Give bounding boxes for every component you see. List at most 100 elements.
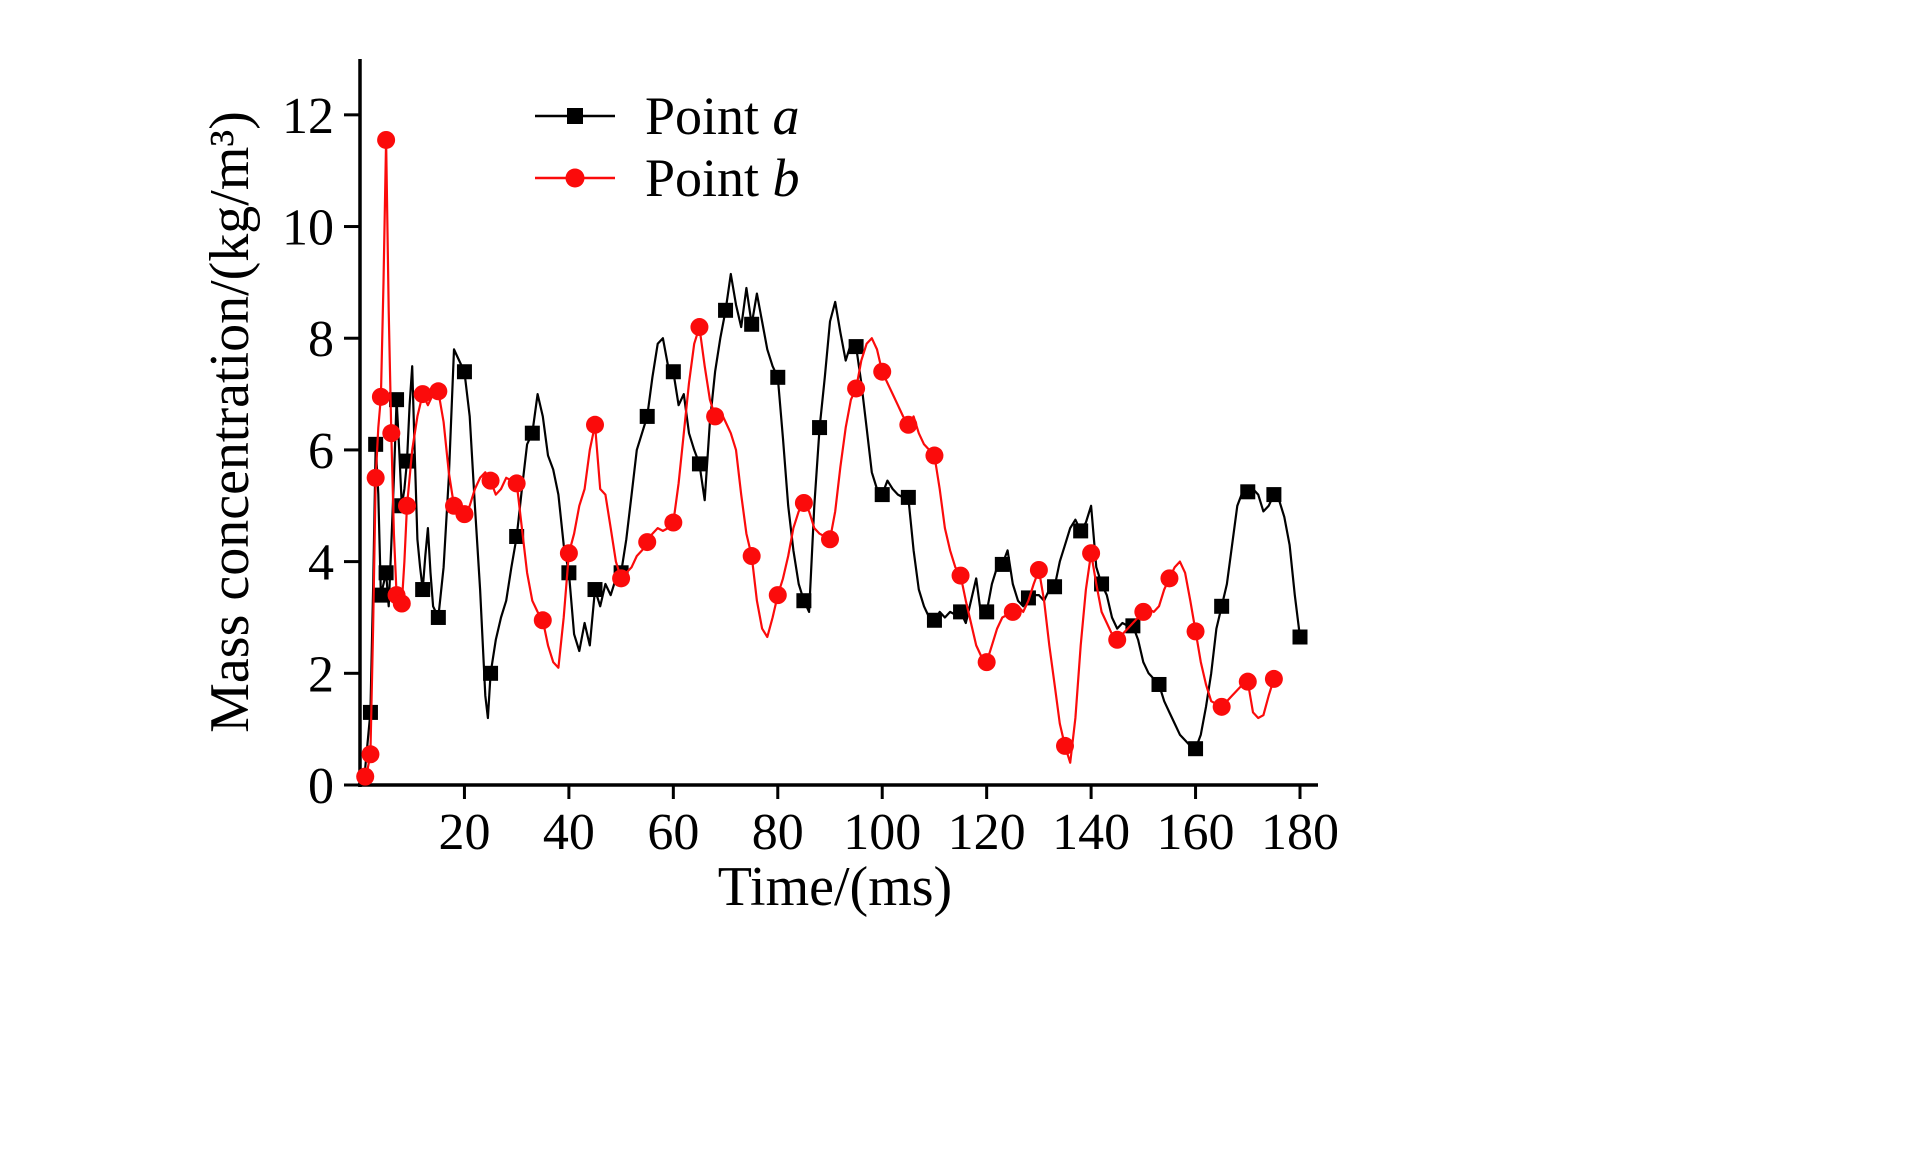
data-marker-circle [1082, 544, 1101, 563]
y-tick-label: 8 [308, 311, 334, 368]
axes: 20 40 60 80 100 120 140 160 180 0 2 4 6 8 10 12 [282, 59, 1339, 861]
data-marker-circle [481, 471, 500, 490]
x-tick-label: 60 [647, 804, 699, 861]
data-marker-circle [356, 767, 375, 786]
data-marker-circle [1264, 669, 1283, 688]
data-marker-circle [1003, 602, 1022, 621]
data-marker-circle [847, 379, 866, 398]
x-tick-label: 40 [543, 804, 595, 861]
data-marker-square [509, 528, 525, 544]
series-line [364, 138, 1275, 777]
y-tick-label: 10 [282, 200, 334, 257]
data-marker-circle [951, 566, 970, 585]
data-marker-square [561, 565, 577, 581]
data-marker-square [524, 425, 540, 441]
legend-label: Point b [645, 148, 800, 208]
data-marker-circle [1160, 569, 1179, 588]
data-marker-circle [1029, 560, 1048, 579]
x-tick-label: 160 [1157, 804, 1235, 861]
legend-label-prefix: Point [645, 148, 773, 208]
series-point-b [356, 130, 1283, 786]
data-marker-square [1292, 629, 1308, 645]
data-marker-circle [821, 530, 839, 549]
data-marker-circle [413, 385, 432, 404]
data-marker-square [691, 456, 707, 472]
data-marker-circle [586, 415, 604, 434]
x-tick-label: 80 [752, 804, 804, 861]
data-marker-circle [768, 586, 787, 605]
data-marker-square [1266, 487, 1282, 503]
y-tick-label: 12 [282, 88, 334, 145]
x-tick-label: 180 [1261, 804, 1339, 861]
data-marker-circle [794, 493, 813, 512]
data-marker-square [848, 339, 864, 355]
data-marker-circle [392, 594, 411, 613]
legend-label-symbol: a [773, 86, 800, 146]
data-marker-circle [533, 611, 552, 630]
y-tick-label: 4 [308, 535, 334, 592]
data-marker-circle [377, 130, 396, 149]
legend-marker-circle [565, 168, 585, 188]
data-marker-square [665, 364, 681, 380]
data-marker-circle [742, 547, 761, 566]
data-marker-square [368, 436, 384, 452]
data-marker-square [900, 489, 916, 505]
legend-item-a: Point a [535, 86, 800, 146]
data-marker-square [874, 487, 890, 503]
data-marker-circle [559, 544, 578, 563]
data-marker-circle [706, 407, 725, 426]
data-marker-square [430, 609, 446, 625]
data-marker-square [639, 408, 655, 424]
data-marker-square [770, 369, 786, 385]
data-marker-square [378, 565, 394, 581]
legend-label-symbol: b [773, 148, 800, 208]
data-marker-circle [899, 415, 918, 434]
data-marker-circle [507, 474, 526, 493]
data-marker-circle [361, 745, 380, 764]
data-marker-circle [429, 382, 448, 401]
data-marker-square [1151, 676, 1167, 692]
data-marker-circle [1108, 630, 1127, 649]
data-marker-square [796, 593, 812, 609]
data-marker-square [483, 665, 499, 681]
y-tick-label: 2 [308, 646, 334, 703]
data-marker-square [389, 392, 405, 408]
data-marker-circle [925, 446, 944, 465]
x-tick-label: 140 [1052, 804, 1130, 861]
data-marker-square [718, 302, 734, 318]
data-marker-circle [1186, 622, 1205, 641]
data-marker-square [953, 604, 969, 620]
data-marker-circle [371, 387, 390, 406]
data-marker-square [1240, 484, 1256, 500]
data-marker-circle [1212, 697, 1231, 716]
x-axis-title: Time/(ms) [718, 856, 952, 918]
data-marker-circle [398, 496, 416, 515]
y-tick-label: 0 [308, 758, 334, 815]
data-marker-square [979, 604, 995, 620]
data-marker-circle [977, 653, 996, 672]
data-marker-square [1214, 598, 1230, 614]
legend-marker-square [567, 108, 583, 124]
data-marker-circle [366, 468, 385, 487]
data-marker-square [415, 582, 431, 598]
x-tick-label: 120 [948, 804, 1026, 861]
data-marker-square [1188, 741, 1204, 757]
data-marker-circle [873, 362, 892, 381]
data-marker-circle [455, 505, 474, 524]
data-marker-circle [664, 513, 683, 532]
series [356, 130, 1308, 786]
data-marker-square [1073, 523, 1089, 539]
series-point-a [362, 272, 1308, 769]
data-marker-square [744, 316, 760, 332]
data-marker-circle [1056, 736, 1074, 755]
legend-label: Point a [645, 86, 800, 146]
data-marker-square [1047, 579, 1063, 595]
legend-label-prefix: Point [645, 86, 773, 146]
data-marker-circle [1134, 602, 1153, 621]
data-marker-square [812, 420, 828, 436]
data-marker-circle [382, 424, 401, 443]
y-axis-title: Mass concentration/(kg/m³) [199, 111, 261, 733]
